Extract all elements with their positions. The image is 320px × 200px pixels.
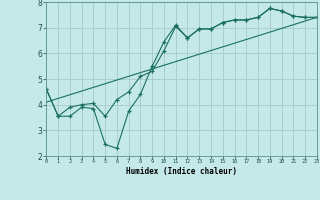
X-axis label: Humidex (Indice chaleur): Humidex (Indice chaleur): [126, 167, 237, 176]
